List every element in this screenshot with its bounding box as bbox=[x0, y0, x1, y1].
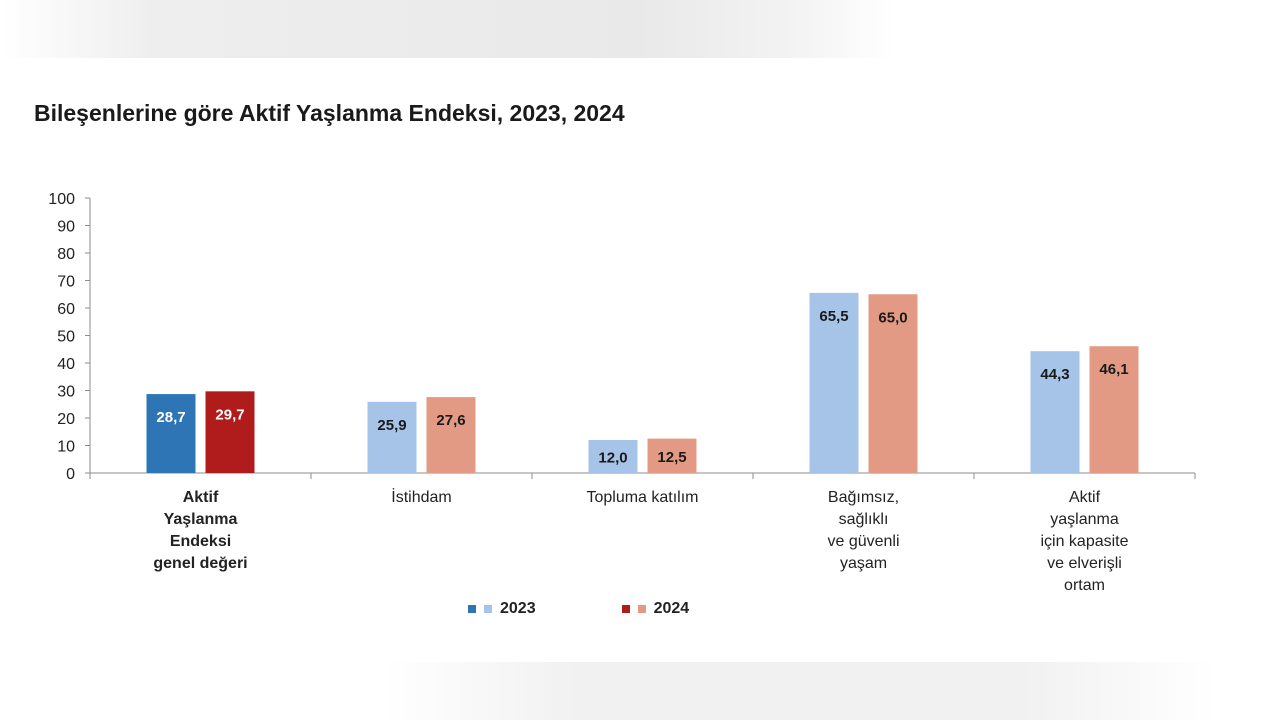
y-tick-label: 60 bbox=[57, 301, 75, 318]
x-category-label-1: İstihdam bbox=[391, 489, 452, 506]
bar-2024-0 bbox=[205, 391, 255, 473]
axes-layer: 0 10 20 30 40 50 60 70 80 90 100 bbox=[48, 191, 1196, 483]
data-label-2024-0: 29,7 bbox=[215, 406, 244, 423]
bar-2024-3 bbox=[868, 294, 918, 473]
bar-2024-4 bbox=[1089, 346, 1139, 473]
y-tick-label: 100 bbox=[48, 191, 75, 208]
chart-title: Bileşenlerine göre Aktif Yaşlanma Endeks… bbox=[34, 100, 625, 126]
y-tick-label: 40 bbox=[57, 356, 75, 373]
data-labels-layer: 28,7 29,7 25,9 27,6 12,0 12,5 65,5 65,0 44,3 46,1 bbox=[156, 308, 1128, 467]
bar-2023-4 bbox=[1030, 351, 1080, 473]
y-tick-label: 20 bbox=[57, 411, 75, 428]
legend-swatch-2024-highlight bbox=[621, 605, 630, 613]
legend-swatch-2023 bbox=[484, 605, 492, 613]
legend-item-2023: 2023 bbox=[468, 600, 536, 618]
y-tick-label: 80 bbox=[57, 246, 75, 263]
data-label-2023-4: 44,3 bbox=[1040, 366, 1069, 383]
legend-item-2024: 2024 bbox=[621, 600, 690, 618]
data-label-2023-1: 25,9 bbox=[377, 417, 406, 434]
x-category-label-2: Topluma katılım bbox=[586, 489, 699, 506]
legend-label-2023: 2023 bbox=[500, 600, 536, 617]
data-label-2023-3: 65,5 bbox=[819, 308, 848, 325]
y-tick-label: 50 bbox=[57, 329, 75, 346]
bottom-background-band bbox=[0, 662, 1280, 720]
y-tick-label: 30 bbox=[57, 384, 75, 401]
bar-2023-0 bbox=[146, 394, 196, 473]
y-tick-label: 70 bbox=[57, 274, 75, 291]
data-label-2023-2: 12,0 bbox=[598, 450, 627, 467]
x-category-label-0: Aktif Yaşlanma Endeksi genel değeri bbox=[153, 489, 248, 572]
bar-2024-1 bbox=[426, 397, 476, 473]
y-tick-label: 0 bbox=[66, 466, 75, 483]
data-label-2023-0: 28,7 bbox=[156, 409, 185, 426]
bar-2023-1 bbox=[367, 401, 417, 473]
bars-layer bbox=[146, 292, 1139, 473]
bar-2023-2 bbox=[588, 440, 638, 473]
y-tick-label: 10 bbox=[57, 439, 75, 456]
legend-swatch-2024 bbox=[637, 605, 646, 613]
legend-label-2024: 2024 bbox=[653, 600, 690, 617]
x-category-label-3: Bağımsız, sağlıklı ve güvenli yaşam bbox=[827, 489, 900, 572]
top-background-band bbox=[0, 0, 1280, 58]
data-label-2024-4: 46,1 bbox=[1099, 361, 1128, 378]
legend: 2023 2024 bbox=[468, 597, 689, 621]
data-label-2024-3: 65,0 bbox=[878, 309, 907, 326]
bar-2024-2 bbox=[647, 438, 697, 473]
x-category-label-4: Aktif yaşlanma için kapasite ve elverişl… bbox=[1040, 489, 1129, 594]
legend-swatch-2023-highlight bbox=[468, 605, 476, 613]
bar-2023-3 bbox=[809, 292, 859, 473]
y-tick-label: 90 bbox=[57, 219, 75, 236]
data-label-2024-2: 12,5 bbox=[657, 449, 686, 466]
data-label-2024-1: 27,6 bbox=[436, 412, 465, 429]
